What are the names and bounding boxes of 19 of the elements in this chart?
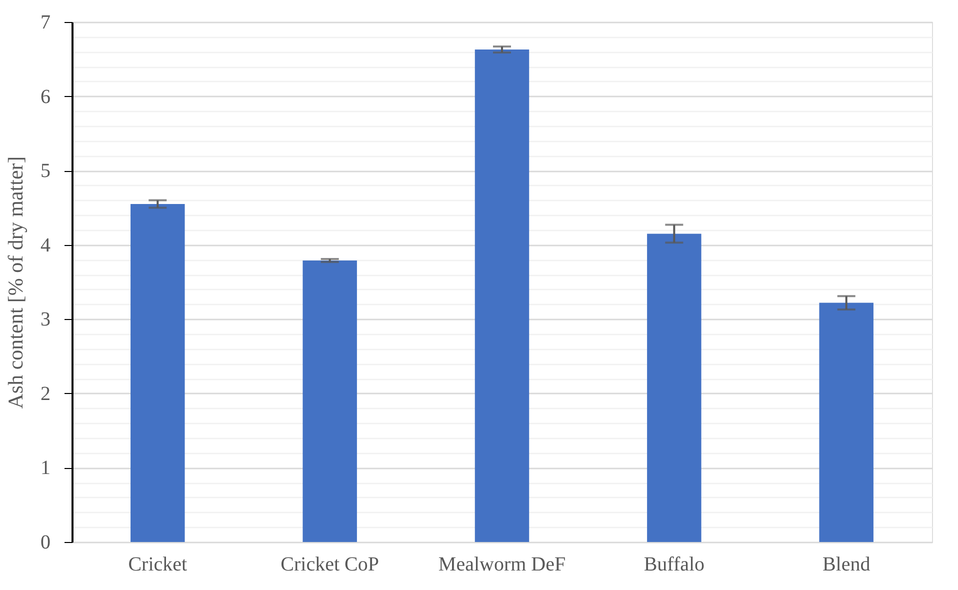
bar <box>302 260 357 542</box>
x-tick-label: Buffalo <box>644 554 705 576</box>
bar <box>474 49 530 542</box>
y-tick-label: 4 <box>40 234 50 256</box>
bar <box>819 302 874 542</box>
y-tick-label: 5 <box>40 160 50 182</box>
y-tick-label: 2 <box>40 382 50 405</box>
y-tick-label: 6 <box>40 86 50 108</box>
bar <box>647 234 702 542</box>
y-tick-label: 7 <box>40 12 50 34</box>
y-tick-label: 1 <box>40 457 50 480</box>
bar <box>130 204 185 542</box>
x-tick-label: Blend <box>822 554 870 576</box>
y-axis-title: Ash content [% of dry matter] <box>4 156 28 409</box>
x-tick-label: Cricket CoP <box>280 554 379 576</box>
x-tick-label: Mealworm DeF <box>438 554 566 576</box>
y-tick-label: 0 <box>40 532 50 554</box>
y-tick-label: 3 <box>40 308 50 331</box>
x-tick-label: Cricket <box>128 554 188 576</box>
